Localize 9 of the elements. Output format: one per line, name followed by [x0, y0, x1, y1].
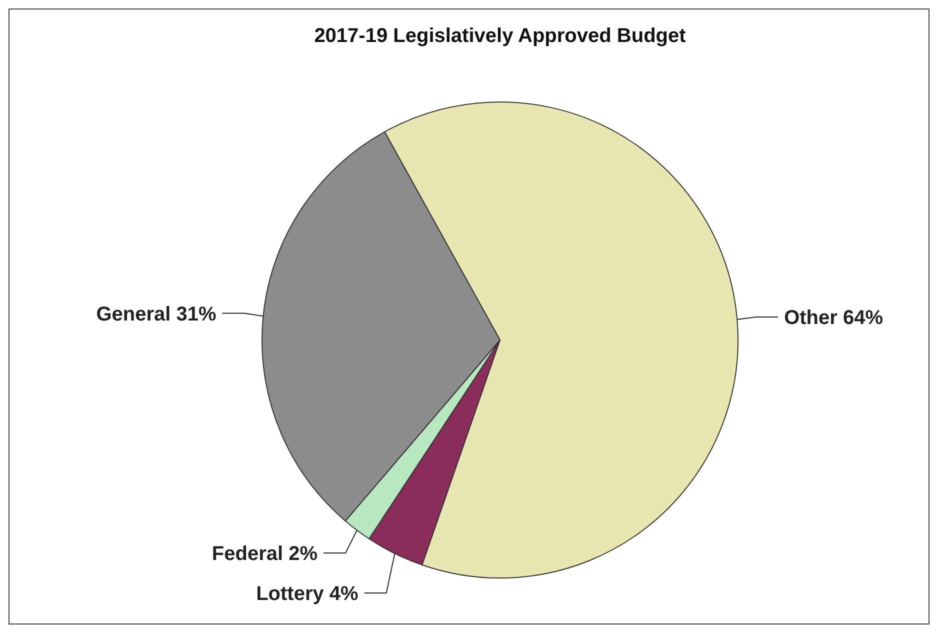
- slice-label: General: [96, 303, 171, 326]
- chart-title: 2017-19 Legislatively Approved Budget: [314, 25, 686, 47]
- data-label: 64%: [837, 307, 884, 330]
- slice-label: Lottery: [256, 583, 325, 606]
- data-label: 2%: [283, 543, 318, 566]
- data-label: 4%: [324, 583, 359, 606]
- data-label: 31%: [170, 303, 216, 326]
- slice-label: Other: [784, 307, 838, 330]
- slice-label: Federal: [212, 543, 284, 566]
